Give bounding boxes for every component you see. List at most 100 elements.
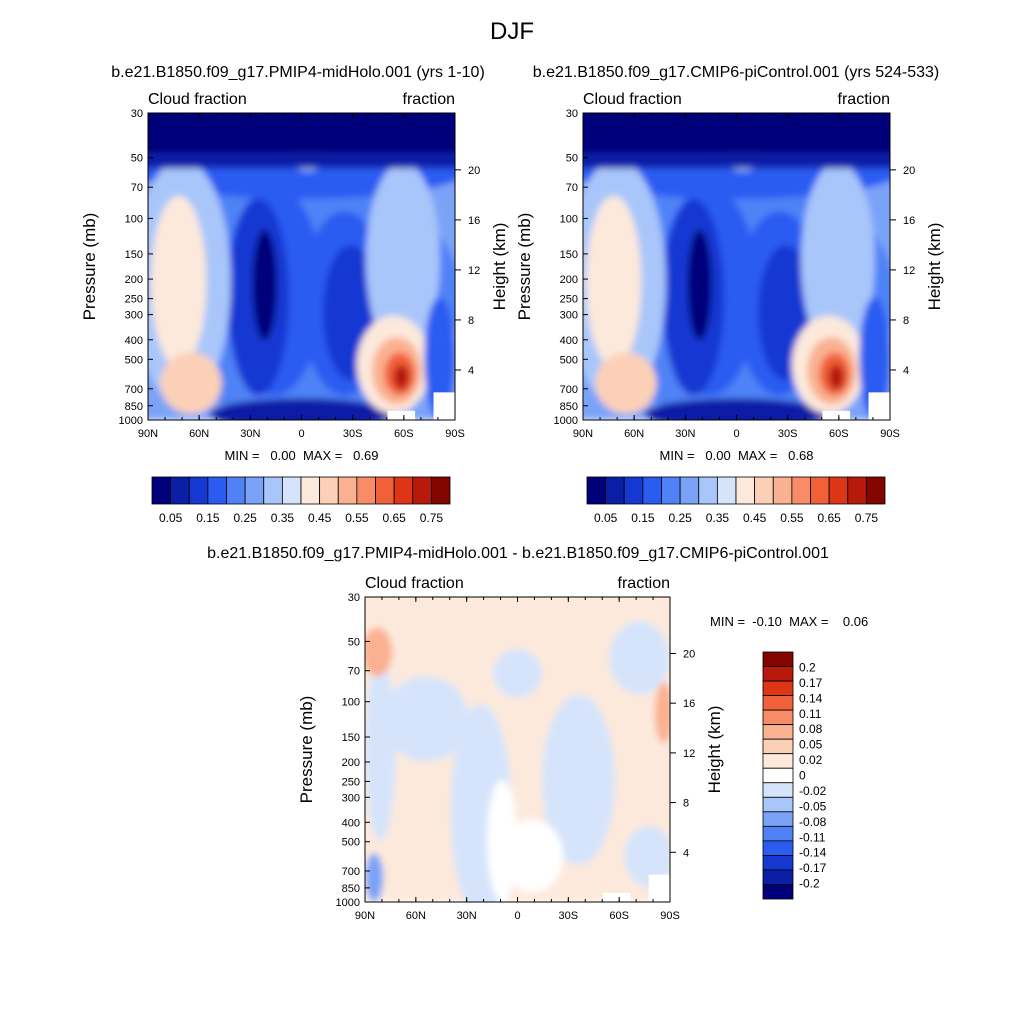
y-tick-label: 300 [125,310,143,322]
y-tick-label: 700 [342,866,360,878]
colorbar-label: 0.45 [308,511,332,525]
colorbar-box [772,476,793,505]
colorbar-label: 0 [799,769,806,783]
y-tick-label: 250 [342,776,360,788]
panel-title: b.e21.B1850.f09_g17.PMIP4-midHolo.001 (y… [111,64,485,81]
colorbar-label: 0.35 [706,511,730,525]
colorbar-label: -0.2 [799,877,820,891]
panel-title: b.e21.B1850.f09_g17.CMIP6-piControl.001 … [533,64,939,81]
colorbar-label: 0.35 [271,511,295,525]
y-tick-label: 400 [342,817,360,829]
colorbar-box [762,811,794,827]
colorbar-box [263,476,283,505]
y2-tick-label: 20 [903,165,915,177]
y-tick-label: 400 [125,335,143,347]
y-tick-label: 250 [125,294,143,306]
y2-axis-label: Height (km) [705,706,724,794]
contour-band [541,694,616,866]
y2-tick-label: 12 [683,748,695,760]
y2-tick-label: 12 [903,265,915,277]
colorbar-box [762,825,794,842]
contour-band [148,113,455,153]
colorbar-box [188,476,209,505]
y2-tick-label: 4 [468,365,474,377]
colorbar-box [412,476,432,505]
contour-band [502,819,564,893]
y-tick-label: 700 [560,384,578,396]
colorbar-label: 0.25 [668,511,692,525]
colorbar-box [679,476,700,505]
colorbar-label: -0.11 [799,830,826,844]
x-tick-label: 0 [733,428,739,440]
colorbar-label: -0.02 [799,784,827,798]
colorbar-box [151,476,172,505]
colorbar-box [762,695,794,711]
contour-band [859,297,890,420]
colorbar-box [762,709,794,726]
x-tick-label: 60S [609,910,629,922]
missing-data [822,410,851,420]
missing-data [433,392,455,420]
colorbar-box [244,476,265,505]
colorbar-box [762,767,794,784]
y-tick-label: 1000 [336,897,360,909]
y2-tick-label: 4 [683,847,689,859]
x-tick-label: 90N [355,910,375,922]
y-tick-label: 150 [342,732,360,744]
missing-data [602,892,631,902]
contour-band [586,195,642,368]
y2-axis-label: Height (km) [925,223,944,311]
missing-data [387,410,416,420]
colorbar-box [754,476,774,505]
x-tick-label: 90N [138,428,158,440]
y-axis-label: Pressure (mb) [515,213,534,321]
colorbar-box [430,476,451,505]
x-tick-label: 90S [660,910,680,922]
chart-panel-1: b.e21.B1850.f09_g17.PMIP4-midHolo.001 (y… [80,64,509,525]
colorbar-box [319,476,339,505]
y-tick-label: 1000 [119,415,143,427]
y-tick-label: 200 [342,757,360,769]
colorbar-box [642,476,662,505]
y2-tick-label: 16 [683,698,695,710]
x-tick-label: 0 [514,910,520,922]
x-tick-label: 30N [457,910,477,922]
x-tick-label: 30N [240,428,260,440]
x-tick-label: 60S [829,428,849,440]
figure-title: DJF [490,18,534,45]
colorbar-box [791,476,811,505]
colorbar-box [356,476,376,505]
contour-band [148,152,455,169]
left-string: Cloud fraction [148,91,247,108]
y-tick-label: 500 [560,354,578,366]
left-string: Cloud fraction [365,575,464,592]
colorbar-box [661,476,681,505]
x-tick-label: 30S [778,428,798,440]
y-tick-label: 100 [342,697,360,709]
y2-tick-label: 20 [468,165,480,177]
x-tick-label: 60N [189,428,209,440]
x-tick-label: 60N [624,428,644,440]
colorbar-box [207,476,227,505]
y-tick-label: 100 [125,213,143,225]
colorbar-box [762,855,794,871]
colorbar-box [762,840,794,856]
y-tick-label: 50 [566,153,578,165]
y-tick-label: 70 [348,666,360,678]
left-string: Cloud fraction [583,91,682,108]
colorbar-label: 0.05 [159,511,183,525]
contour-band [151,195,207,368]
colorbar-label: 0.02 [799,753,823,767]
x-tick-label: 90N [573,428,593,440]
y-tick-label: 300 [342,792,360,804]
colorbar-box [605,476,625,505]
contour-band [209,398,394,420]
colorbar-box [810,476,830,505]
colorbar-box [586,476,607,505]
contour-band [583,152,890,169]
y2-tick-label: 8 [683,798,689,810]
x-tick-label: 30S [343,428,363,440]
colorbar: 0.05 0.15 0.25 0.35 0.45 0.55 0.65 0.75 [586,476,886,525]
contour-band [828,364,844,390]
